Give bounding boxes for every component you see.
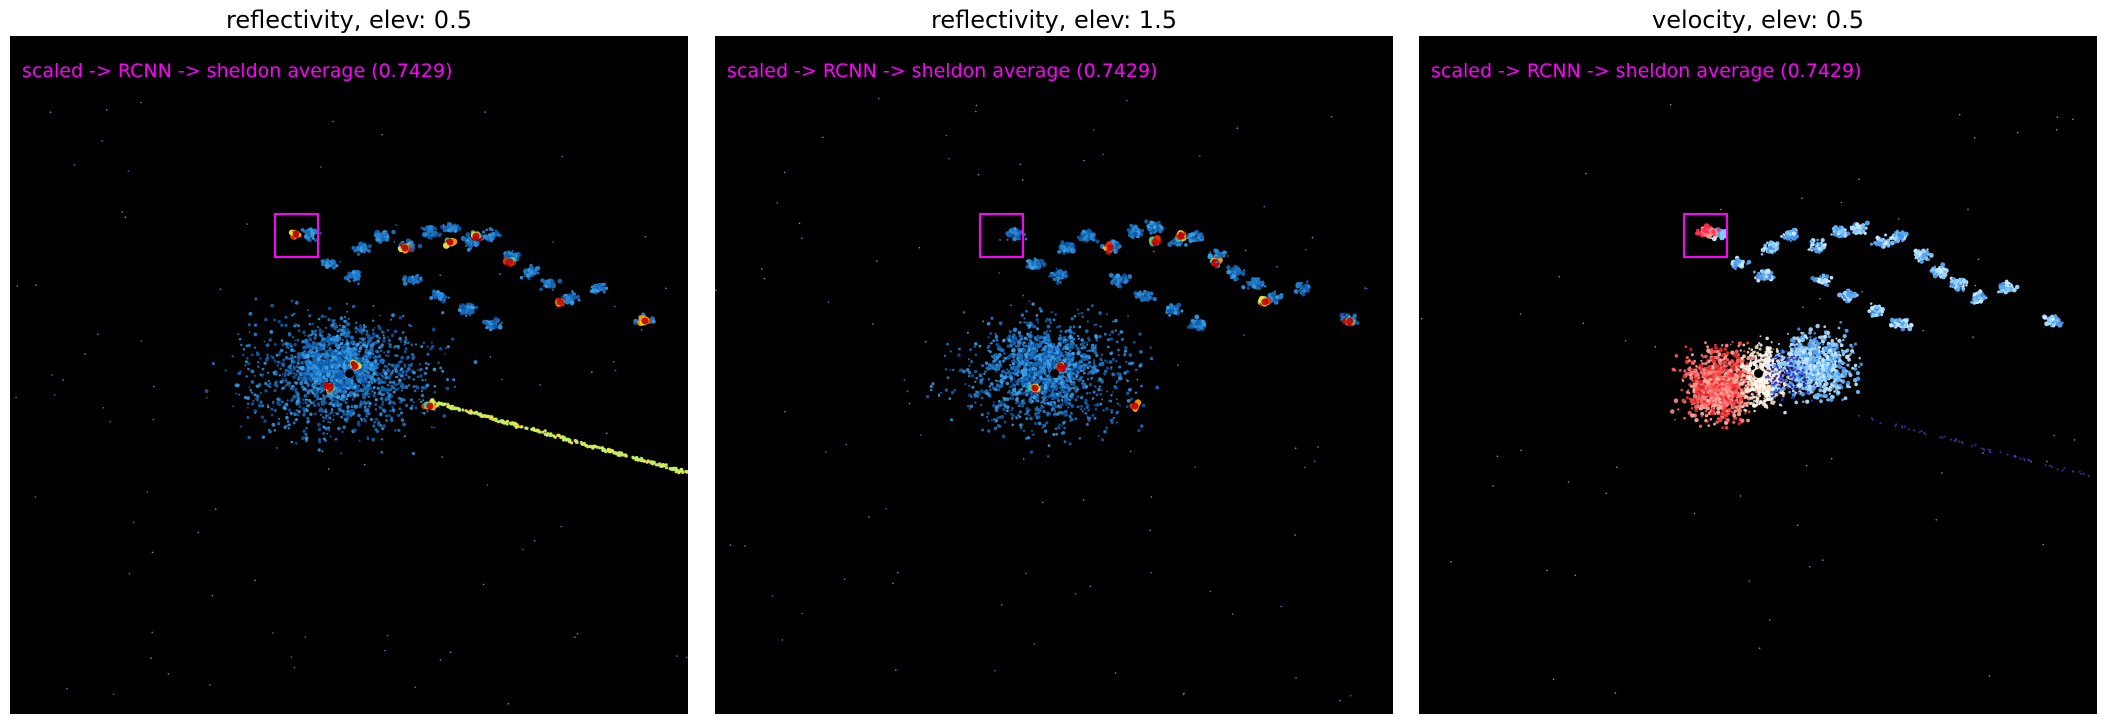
radar-image-reflectivity-1-5: scaled -> RCNN -> sheldon average (0.742… xyxy=(715,36,1393,714)
detection-caption: scaled -> RCNN -> sheldon average (0.742… xyxy=(727,60,1158,82)
detection-box xyxy=(274,213,319,258)
detection-box xyxy=(979,213,1024,258)
panel-reflectivity-1-5: reflectivity, elev: 1.5 scaled -> RCNN -… xyxy=(715,0,1393,723)
panel-title: velocity, elev: 0.5 xyxy=(1651,6,1865,34)
radar-scan xyxy=(1420,104,2090,694)
detection-box xyxy=(1683,213,1728,258)
radar-site-marker xyxy=(345,369,354,378)
panel-title: reflectivity, elev: 1.5 xyxy=(931,6,1177,34)
radar-scan xyxy=(715,97,1368,702)
radar-site-marker xyxy=(1754,369,1763,378)
panel-velocity-0-5: velocity, elev: 0.5 scaled -> RCNN -> sh… xyxy=(1419,0,2097,723)
radar-image-velocity-0-5: scaled -> RCNN -> sheldon average (0.742… xyxy=(1419,36,2097,714)
radar-site-marker xyxy=(1050,369,1059,378)
radar-image-reflectivity-0-5: scaled -> RCNN -> sheldon average (0.742… xyxy=(10,36,688,714)
panel-title: reflectivity, elev: 0.5 xyxy=(226,6,472,34)
panel-reflectivity-0-5: reflectivity, elev: 0.5 scaled -> RCNN -… xyxy=(10,0,688,723)
detection-caption: scaled -> RCNN -> sheldon average (0.742… xyxy=(1431,60,1862,82)
detection-caption: scaled -> RCNN -> sheldon average (0.742… xyxy=(22,60,453,82)
radar-scan xyxy=(15,101,688,705)
